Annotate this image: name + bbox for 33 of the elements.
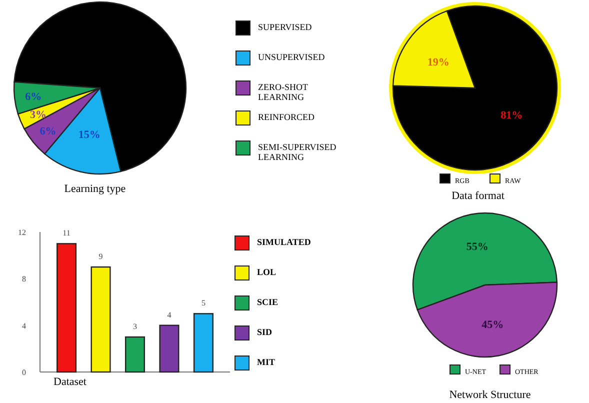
legend-label: SCIE <box>257 297 278 307</box>
legend-label: SUPERVISED <box>258 22 312 32</box>
data-label: 81% <box>500 109 523 122</box>
legend-label: LOL <box>257 267 276 277</box>
text: Data format <box>452 190 504 202</box>
y-tick-label: 0 <box>22 368 26 377</box>
data-label: 4 <box>167 310 172 320</box>
data-label: 11 <box>62 228 70 238</box>
data-label: 45% <box>482 318 504 331</box>
legend-label: ZERO-SHOT LEARNING <box>258 82 308 102</box>
data-label: 6% <box>40 125 56 138</box>
text: Learning type <box>64 183 126 195</box>
pie-slice <box>392 5 558 170</box>
text: Network Structure <box>449 389 531 401</box>
y-tick-label: 4 <box>22 321 26 330</box>
data-label: 6% <box>25 90 42 103</box>
x-axis-title: Dataset <box>54 376 86 388</box>
legend-label: REINFORCED <box>258 112 316 122</box>
data-label: 15% <box>78 129 100 142</box>
data-label: 3% <box>30 109 46 122</box>
legend-label: SEMI-SUPERVISED LEARNING <box>258 142 337 162</box>
legend-label: SIMULATED <box>257 237 312 247</box>
data-label: 55% <box>466 241 488 254</box>
pie-slice <box>14 2 187 172</box>
legend-label: UNSUPERVISED <box>258 52 326 62</box>
data-label: 9 <box>98 252 103 261</box>
y-tick-label: 12 <box>18 228 26 237</box>
legend-label: SID <box>257 327 273 337</box>
legend-label: MIT <box>257 357 275 367</box>
data-label: 5 <box>201 298 206 308</box>
data-label: 3 <box>133 322 137 331</box>
data-label: 19% <box>427 56 450 69</box>
y-tick-label: 8 <box>22 274 26 284</box>
